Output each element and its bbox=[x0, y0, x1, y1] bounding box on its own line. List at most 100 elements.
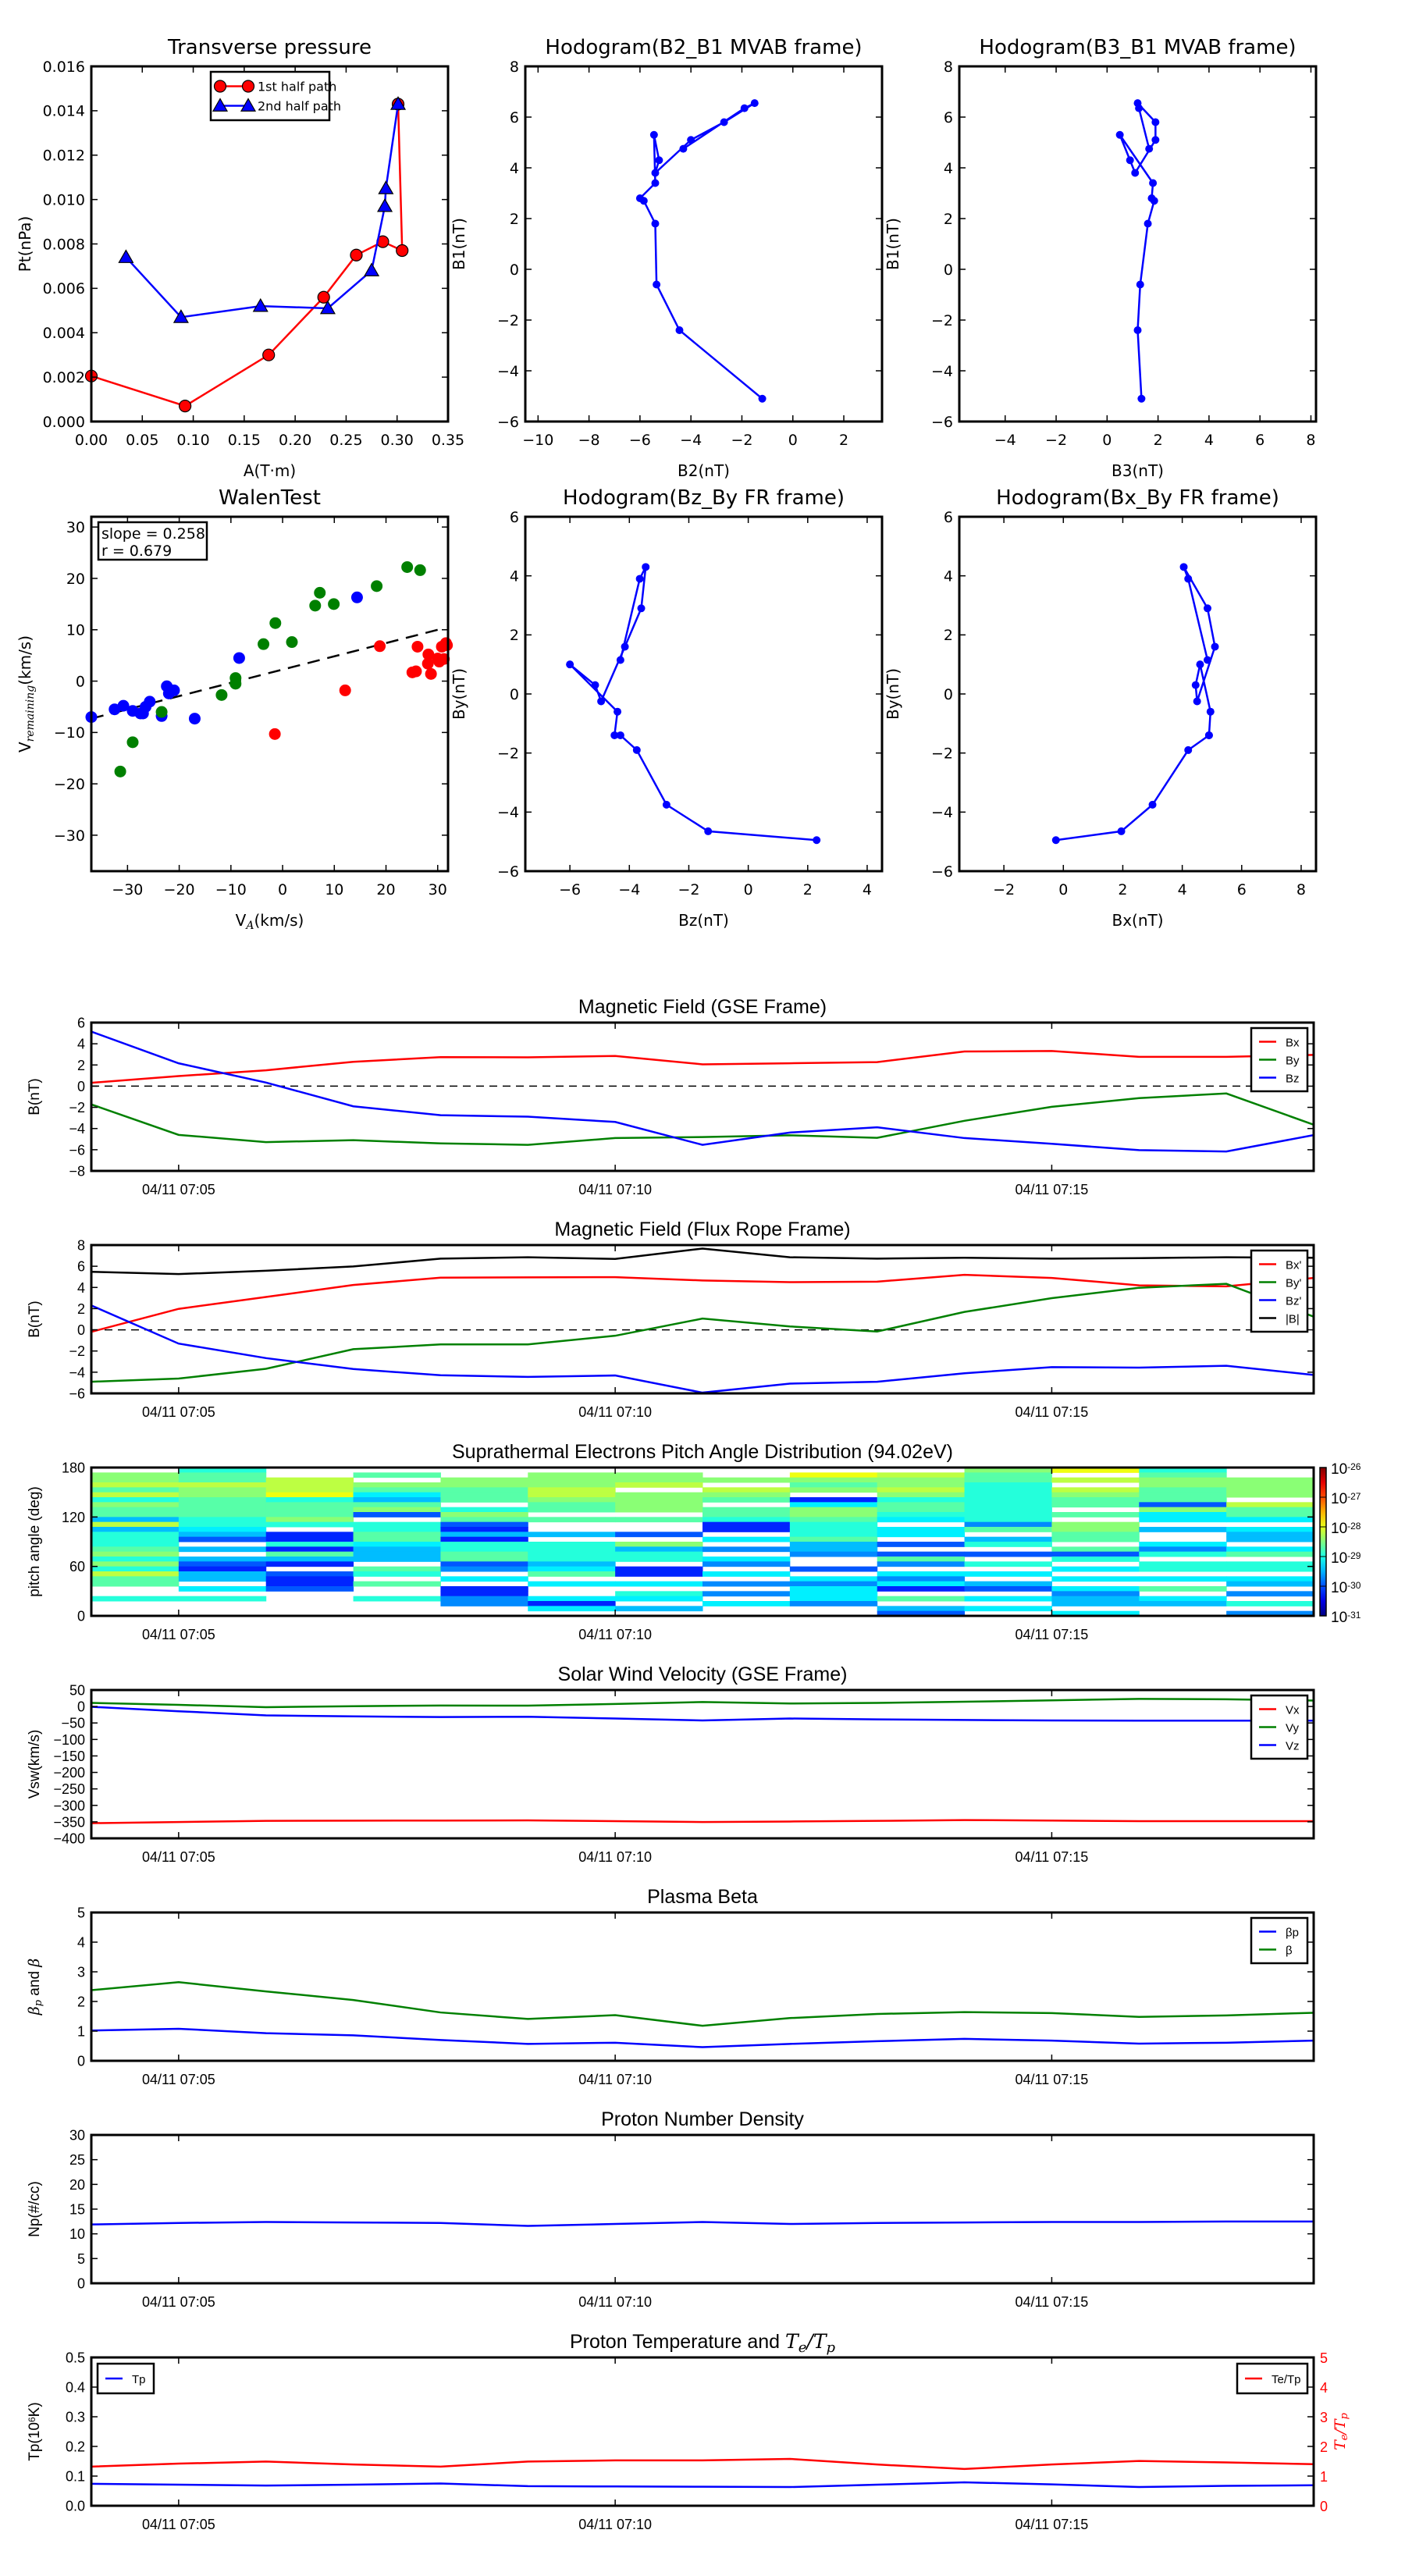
heatmap-cell bbox=[91, 1527, 180, 1532]
data-point bbox=[1133, 326, 1142, 334]
label-part: / bbox=[1332, 2428, 1349, 2436]
heatmap-cell bbox=[789, 1536, 878, 1542]
y-tick-label: −50 bbox=[61, 1716, 85, 1731]
heatmap-cell bbox=[615, 1507, 703, 1513]
heatmap-cell bbox=[877, 1561, 966, 1567]
heatmap-cell bbox=[1051, 1586, 1140, 1592]
label-part: (km/s) bbox=[254, 911, 304, 930]
y-axis-label: βp and β bbox=[26, 1959, 44, 2016]
chart-title: Hodogram(Bz_By FR frame) bbox=[563, 486, 845, 510]
chart-hodo-bz-by: Hodogram(Bz_By FR frame) Bz(nT) By(nT) −6 −4… bbox=[450, 486, 884, 930]
legend-entry: By bbox=[1259, 1055, 1300, 1068]
legend-label: Tp bbox=[132, 2373, 146, 2386]
heatmap-cell bbox=[1226, 1610, 1314, 1616]
y-tick-label: −2 bbox=[69, 1343, 85, 1359]
data-point bbox=[117, 699, 130, 712]
heatmap-cell bbox=[440, 1591, 528, 1597]
label-part: 10 bbox=[1331, 1550, 1347, 1567]
data-point bbox=[319, 300, 336, 315]
heatmap-cell bbox=[1139, 1517, 1227, 1523]
heatmap-cell bbox=[178, 1527, 267, 1532]
heatmap-cell bbox=[789, 1601, 878, 1606]
legend-entry: Tp bbox=[105, 2373, 146, 2386]
chart-title: Hodogram(B3_B1 MVAB frame) bbox=[979, 36, 1296, 59]
legend-entry: Te/Tp bbox=[1245, 2373, 1301, 2386]
y-tick-label: −4 bbox=[497, 363, 519, 380]
heatmap-cell bbox=[702, 1492, 791, 1498]
heatmap-cell bbox=[91, 1502, 180, 1508]
data-point bbox=[662, 800, 670, 809]
series-1st-half-path bbox=[84, 98, 409, 413]
data-point bbox=[410, 665, 422, 678]
data-point bbox=[425, 667, 437, 680]
x-tick-label: 10 bbox=[325, 881, 343, 898]
y-tick-label: −4 bbox=[931, 804, 953, 821]
heatmap-cell bbox=[1139, 1601, 1227, 1606]
heatmap-cell bbox=[1226, 1527, 1314, 1532]
data-point bbox=[1151, 136, 1160, 144]
heatmap-cell bbox=[91, 1512, 180, 1517]
data-point bbox=[614, 707, 622, 716]
heatmap-cell bbox=[528, 1571, 616, 1577]
heatmap-cell bbox=[528, 1482, 616, 1488]
legend-label: Vx bbox=[1286, 1704, 1300, 1717]
series-p-line bbox=[91, 2027, 1314, 2048]
y-tick-label: 0.012 bbox=[43, 148, 85, 165]
heatmap-column bbox=[265, 1477, 354, 1592]
data-point bbox=[350, 591, 363, 603]
label-part: 10 bbox=[1331, 1461, 1347, 1478]
heatmap-cell bbox=[789, 1551, 878, 1557]
label-part: -27 bbox=[1347, 1491, 1361, 1502]
y-tick-label: −100 bbox=[53, 1732, 85, 1748]
annotation-box bbox=[97, 521, 208, 561]
heatmap-cell bbox=[702, 1512, 791, 1517]
heatmap-cell bbox=[1139, 1566, 1227, 1572]
legend: Te/Tp bbox=[1236, 2362, 1309, 2395]
heatmap-cell bbox=[702, 1591, 791, 1597]
heatmap-column bbox=[1139, 1468, 1227, 1606]
label-part: A bbox=[244, 920, 254, 932]
heatmap-cell bbox=[1051, 1487, 1140, 1493]
label-part: B1(nT) bbox=[884, 218, 902, 270]
heatmap-cell bbox=[877, 1581, 966, 1587]
heatmap-cell bbox=[528, 1596, 616, 1602]
data-point bbox=[610, 731, 619, 739]
data-point bbox=[262, 348, 276, 361]
heatmap-cell bbox=[353, 1566, 441, 1572]
label-part: 10 bbox=[1331, 1610, 1347, 1626]
x-tick-label: 8 bbox=[1306, 432, 1315, 449]
x-axis-label: VA(km/s) bbox=[236, 911, 304, 932]
heatmap-cell bbox=[528, 1561, 616, 1567]
heatmap-cell bbox=[964, 1571, 1052, 1577]
label-part: 10 bbox=[1331, 1521, 1347, 1537]
heatmap-cell bbox=[440, 1586, 528, 1592]
heatmap-cell bbox=[353, 1492, 441, 1498]
plot-area bbox=[84, 96, 409, 413]
legend-label: 1st half path bbox=[258, 80, 336, 94]
heatmap-cell bbox=[440, 1551, 528, 1557]
x-tick-label: 04/11 07:05 bbox=[142, 1182, 215, 1197]
chart-title: Suprathermal Electrons Pitch Angle Distr… bbox=[452, 1441, 953, 1463]
label-part: T bbox=[785, 2330, 800, 2353]
y-tick-label: 0.004 bbox=[43, 325, 85, 342]
data-point bbox=[1126, 156, 1134, 165]
heatmap-cell bbox=[178, 1492, 267, 1498]
heatmap-cell bbox=[265, 1477, 354, 1483]
legend-label: Bx' bbox=[1286, 1259, 1302, 1272]
heatmap-cell bbox=[528, 1546, 616, 1553]
heatmap-cell bbox=[91, 1576, 180, 1582]
plot-area bbox=[91, 1030, 1314, 1153]
x-tick-label: 04/11 07:05 bbox=[142, 1404, 215, 1420]
y-tick-label: −2 bbox=[931, 312, 953, 329]
label-part: T bbox=[813, 2330, 828, 2353]
heatmap-cell bbox=[877, 1507, 966, 1513]
heatmap-column bbox=[702, 1477, 791, 1606]
x-tick-label: 04/11 07:15 bbox=[1016, 2072, 1089, 2087]
heatmap-cell bbox=[1139, 1542, 1227, 1547]
label-part: K) bbox=[27, 2402, 43, 2417]
heatmap-cell bbox=[353, 1487, 441, 1493]
y-tick-label: 50 bbox=[69, 1682, 85, 1698]
heatmap-cell bbox=[789, 1527, 878, 1532]
heatmap-cell bbox=[964, 1536, 1052, 1542]
